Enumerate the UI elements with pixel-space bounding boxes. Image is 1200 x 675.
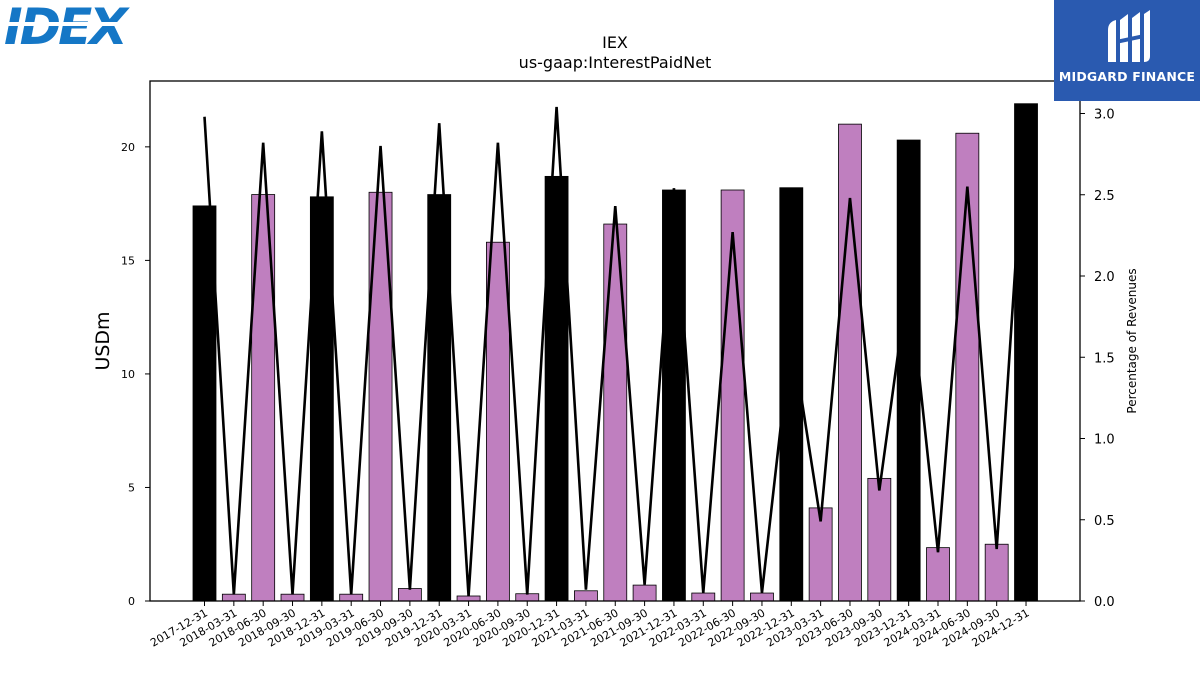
y2-axis-label: Percentage of Revenues — [1125, 268, 1139, 413]
y2-tick-label: 0.0 — [1094, 595, 1115, 610]
midgard-mark-icon — [1108, 10, 1150, 62]
bar-2021-03-31 — [574, 590, 598, 602]
bar-2022-06-30 — [720, 189, 745, 602]
y2-tick-label: 0.5 — [1094, 514, 1115, 529]
y-tick-label: 0 — [128, 595, 135, 608]
bar-2020-06-30 — [485, 241, 510, 602]
y2-tick-label: 2.0 — [1094, 270, 1115, 285]
bar-2024-06-30 — [955, 132, 980, 602]
bar-2024-09-30 — [984, 543, 1009, 602]
bar-2019-09-30 — [397, 588, 422, 602]
y-tick-label: 15 — [121, 254, 135, 267]
company-logo: IDEX — [0, 0, 165, 56]
bar-2021-06-30 — [603, 223, 628, 602]
y2-tick-label: 1.0 — [1094, 433, 1115, 448]
chart-subtitle: us-gaap:InterestPaidNet — [519, 53, 712, 72]
bar-2020-03-31 — [456, 595, 481, 602]
bar-2022-09-30 — [750, 592, 774, 602]
y-axis-label: USDm — [92, 311, 114, 370]
bar-2024-12-31 — [1014, 103, 1038, 602]
bar-2023-12-31 — [896, 139, 921, 602]
bar-2021-12-31 — [662, 189, 686, 602]
y2-tick-label: 3.0 — [1094, 108, 1115, 123]
y2-axis-ticks: 0.0 0.5 1.0 1.5 2.0 2.5 3.0 — [1080, 108, 1115, 610]
logo-stripe-icon — [0, 22, 165, 26]
bar-2022-03-31 — [691, 592, 716, 602]
publisher-name: MIDGARD FINANCE — [1058, 69, 1196, 84]
x-axis-ticks: 2017-12-312018-03-312018-06-302018-09-30… — [148, 601, 1032, 650]
bar-2019-03-31 — [339, 593, 364, 602]
company-logo-text: IDEX — [4, 0, 130, 52]
bar-2024-03-31 — [926, 547, 950, 602]
y2-tick-label: 1.5 — [1094, 351, 1115, 366]
bar-2021-09-30 — [632, 584, 657, 602]
bar-2023-03-31 — [808, 507, 833, 602]
y-tick-label: 20 — [121, 141, 135, 154]
y-axis-ticks: 0 5 10 15 20 — [121, 141, 150, 608]
bar-2020-09-30 — [515, 593, 540, 602]
publisher-logo: MIDGARD FINANCE — [1054, 0, 1200, 101]
line-group — [203, 105, 1028, 597]
chart-title: IEX — [602, 33, 628, 52]
bar-2023-09-30 — [867, 477, 892, 602]
bar-2023-06-30 — [838, 123, 862, 602]
percentage-line — [203, 105, 1028, 597]
y2-tick-label: 2.5 — [1094, 189, 1115, 204]
bar-2018-09-30 — [280, 593, 305, 602]
y-tick-label: 5 — [128, 481, 135, 494]
bar-2018-03-31 — [221, 593, 246, 602]
y-tick-label: 10 — [121, 368, 135, 381]
